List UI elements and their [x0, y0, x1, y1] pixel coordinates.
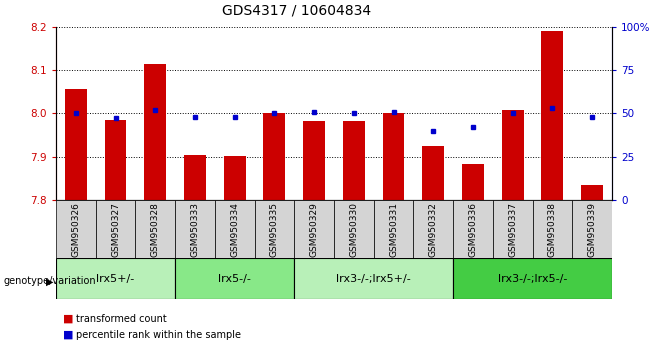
Bar	[56, 200, 95, 258]
Bar	[95, 200, 136, 258]
Bar	[462, 164, 484, 200]
Text: GSM950332: GSM950332	[429, 202, 438, 257]
Bar	[224, 156, 245, 200]
Bar	[263, 113, 286, 200]
Text: GSM950331: GSM950331	[389, 202, 398, 257]
Text: lrx3-/-;lrx5-/-: lrx3-/-;lrx5-/-	[498, 274, 567, 284]
Text: GSM950328: GSM950328	[151, 202, 160, 257]
Text: transformed count: transformed count	[76, 314, 166, 324]
Text: percentile rank within the sample: percentile rank within the sample	[76, 330, 241, 339]
Bar	[382, 113, 405, 200]
Bar	[453, 200, 493, 258]
Bar	[184, 155, 206, 200]
Text: GSM950333: GSM950333	[190, 202, 199, 257]
Text: genotype/variation: genotype/variation	[3, 276, 96, 286]
Bar	[303, 121, 325, 200]
Text: ▶: ▶	[47, 276, 54, 286]
Text: GSM950339: GSM950339	[588, 202, 597, 257]
Text: lrx5-/-: lrx5-/-	[218, 274, 251, 284]
Bar	[422, 146, 444, 200]
Text: GSM950326: GSM950326	[71, 202, 80, 257]
Bar	[581, 185, 603, 200]
Text: lrx3-/-;lrx5+/-: lrx3-/-;lrx5+/-	[336, 274, 411, 284]
Bar	[542, 31, 563, 200]
Bar	[493, 200, 532, 258]
Bar	[572, 200, 612, 258]
Text: GSM950330: GSM950330	[349, 202, 359, 257]
Bar	[105, 120, 126, 200]
Text: lrx5+/-: lrx5+/-	[96, 274, 135, 284]
Bar	[453, 258, 612, 299]
Bar	[215, 200, 255, 258]
Bar	[65, 90, 87, 200]
Bar	[502, 110, 524, 200]
Text: ■: ■	[63, 330, 73, 339]
Text: GSM950336: GSM950336	[468, 202, 478, 257]
Bar	[175, 200, 215, 258]
Bar	[175, 258, 294, 299]
Bar	[255, 200, 294, 258]
Text: GSM950337: GSM950337	[508, 202, 517, 257]
Bar	[413, 200, 453, 258]
Text: GSM950335: GSM950335	[270, 202, 279, 257]
Bar	[56, 258, 175, 299]
Bar	[294, 200, 334, 258]
Bar	[334, 200, 374, 258]
Text: GSM950327: GSM950327	[111, 202, 120, 257]
Text: GDS4317 / 10604834: GDS4317 / 10604834	[222, 4, 370, 18]
Text: GSM950334: GSM950334	[230, 202, 239, 257]
Text: GSM950329: GSM950329	[309, 202, 318, 257]
Text: ■: ■	[63, 314, 73, 324]
Bar	[532, 200, 572, 258]
Bar	[294, 258, 453, 299]
Text: GSM950338: GSM950338	[548, 202, 557, 257]
Bar	[144, 64, 166, 200]
Bar	[374, 200, 413, 258]
Bar	[136, 200, 175, 258]
Bar	[343, 121, 365, 200]
